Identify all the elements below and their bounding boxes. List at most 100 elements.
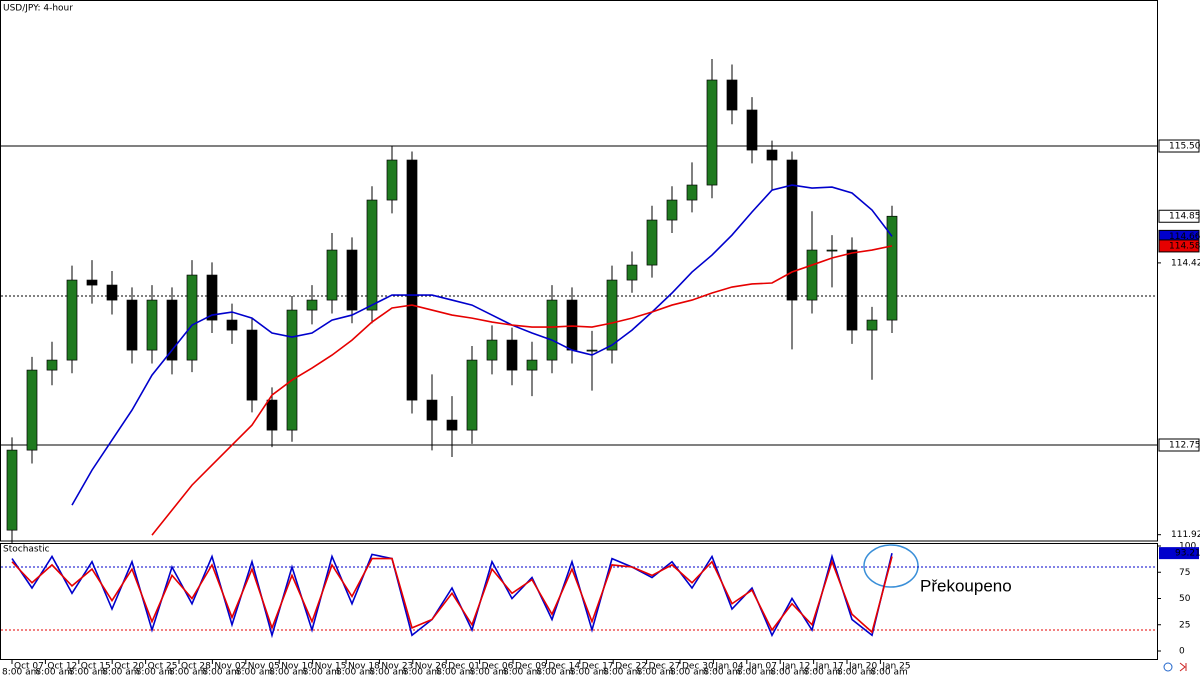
candle-body [446,419,458,431]
x-time-label: 8:00 am [603,668,640,675]
level-label: 112.750 [1169,440,1200,450]
candle-body [306,299,318,311]
candle-body [106,284,118,301]
candle-body [786,159,798,301]
moving-average [71,184,893,506]
candle-body [626,264,638,281]
candle-body [266,399,278,431]
x-time-label: 8:00 am [236,668,273,675]
stoch-tick-label: 0 [1179,647,1185,657]
x-time-label: 8:00 am [336,668,373,675]
x-date-label: Nov 15 [315,662,347,672]
candle-body [766,149,778,161]
last-price-label: 114.854 [1169,212,1200,222]
x-date-label: Oct 25 [148,662,178,672]
candle-body [506,339,518,371]
price-panel [0,0,1158,542]
candle-body [246,329,258,401]
candle-body [206,274,218,321]
x-time-label: 8:00 am [169,668,206,675]
ma-value-label: 114.669 [1169,232,1200,242]
candle-body [546,299,558,361]
x-time-label: 8:00 am [536,668,573,675]
stoch-tick-label: 50 [1179,594,1191,604]
stoch-value-box [1159,547,1199,560]
stoch-line [11,556,893,634]
x-time-label: 8:00 am [737,668,774,675]
level-label: 115.500 [1169,142,1200,152]
icon[interactable] [1163,662,1173,672]
candle-body [366,199,378,311]
last-price-label-box [1158,209,1200,223]
x-time-label: 8:00 am [770,668,807,675]
x-date-label: Oct 07 [14,662,44,672]
x-date-label: Dec 06 [482,662,514,672]
stochastic-panel [0,543,1158,660]
candle-body [286,309,298,431]
x-time-label: 8:00 am [870,668,907,675]
candle-body [126,299,138,351]
x-time-label: 8:00 am [670,668,707,675]
candle-body [486,339,498,361]
x-date-label: Dec 22 [615,662,647,672]
candle-body [346,249,358,311]
level-label-box [1158,139,1200,153]
x-date-label: Dec 17 [582,662,614,672]
x-date-label: Nov 26 [415,662,447,672]
candle-body [646,219,658,266]
x-time-label: 8:00 am [303,668,340,675]
x-date-label: Dec 01 [448,662,480,672]
x-time-label: 8:00 am [570,668,607,675]
x-date-label: Jan 04 [714,662,743,672]
stoch-value-label: 93.21 [1175,549,1200,559]
x-date-label: Nov 05 [248,662,280,672]
candle-body [26,369,38,451]
x-time-label: 8:00 am [436,668,473,675]
icon[interactable] [1179,662,1187,672]
x-time-label: 8:00 am [2,668,39,675]
chart-title: USD/JPY: 4-hour [3,4,73,14]
stochastic-title: Stochastic [3,545,50,555]
x-time-label: 8:00 am [503,668,540,675]
x-date-label: Jan 17 [815,662,844,672]
candle-body [666,199,678,221]
level-label-box [1158,438,1200,452]
toolbar-icons[interactable] [1163,662,1187,672]
x-time-label: 8:00 am [804,668,841,675]
y-tick-label: 114.425 [1171,258,1200,268]
moving-average [151,245,893,536]
x-time-label: 8:00 am [202,668,239,675]
stoch-tick-label: 25 [1179,620,1190,630]
x-date-label: Oct 15 [81,662,111,672]
x-date-label: Dec 30 [682,662,714,672]
stoch-tick-label: 75 [1179,568,1190,578]
ma-value-label: 114.581 [1169,241,1200,251]
stoch-tick-label: 100 [1179,542,1196,552]
candle-body [706,79,718,186]
candle-body [566,299,578,351]
x-time-label: 8:00 am [637,668,674,675]
x-date-label: Oct 20 [114,662,144,672]
x-time-label: 8:00 am [703,668,740,675]
candle-body [146,299,158,351]
candle-body [586,349,598,352]
x-date-label: Nov 18 [348,662,380,672]
x-date-label: Dec 09 [515,662,547,672]
x-date-label: Dec 27 [649,662,681,672]
x-date-label: Jan 20 [848,662,877,672]
x-date-label: Nov 10 [281,662,313,672]
x-date-label: Dec 14 [548,662,580,672]
x-date-label: Nov 02 [214,662,246,672]
x-time-label: 8:00 am [102,668,139,675]
candle-body [526,359,538,371]
x-date-label: Jan 25 [881,662,910,672]
candle-body [466,359,478,431]
candle-body [686,184,698,201]
x-time-label: 8:00 am [269,668,306,675]
x-date-label: Jan 07 [748,662,777,672]
candle-body [406,159,418,401]
candle-body [806,249,818,301]
candle-body [46,359,58,371]
candle-body [86,279,98,286]
